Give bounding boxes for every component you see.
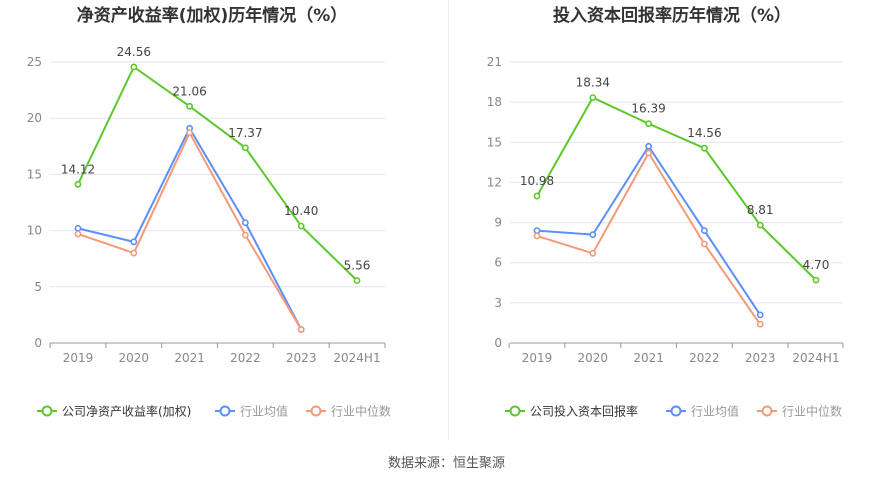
x-tick-label: 2024H1 [792, 351, 839, 365]
data-label: 14.56 [687, 126, 721, 140]
data-point [645, 149, 652, 157]
chart-divider [448, 0, 449, 440]
data-point [589, 94, 597, 101]
data-point [186, 129, 193, 137]
legend-marker [670, 405, 682, 417]
x-tick-label: 2024H1 [333, 351, 380, 365]
legend-item: 行业均值 [666, 404, 739, 419]
data-label: 24.56 [117, 45, 151, 59]
legend-item: 行业中位数 [757, 404, 842, 419]
data-point [130, 238, 138, 246]
data-label: 14.12 [61, 162, 95, 176]
data-point [756, 320, 764, 328]
chart-title: 投入资本回报率历年情况（%） [553, 5, 791, 26]
legend-label: 行业中位数 [782, 404, 842, 419]
data-point [186, 102, 193, 110]
legend-marker [219, 405, 231, 417]
data-point [130, 249, 138, 257]
data-point [645, 120, 652, 128]
data-label: 5.56 [344, 259, 371, 273]
legend-label: 行业中位数 [331, 404, 391, 419]
x-tick-label: 2019 [522, 351, 553, 365]
x-tick-label: 2023 [745, 351, 776, 365]
data-point [701, 240, 708, 248]
y-tick-label: 18 [487, 95, 502, 109]
x-tick-label: 2021 [633, 351, 664, 365]
data-point [241, 231, 249, 239]
series-line [77, 65, 358, 282]
series-line [536, 144, 762, 316]
data-point [756, 221, 764, 229]
data-point [645, 142, 652, 150]
data-point [589, 249, 597, 257]
y-tick-label: 5 [34, 280, 42, 294]
legend-marker [509, 405, 521, 417]
chart-title: 净资产收益率(加权)历年情况（%） [77, 5, 348, 26]
legend-marker [310, 405, 322, 417]
data-point [533, 192, 541, 200]
y-tick-label: 10 [27, 224, 42, 238]
y-tick-label: 3 [494, 296, 502, 310]
y-tick-label: 6 [494, 256, 502, 270]
data-point [533, 227, 541, 234]
data-point [812, 276, 820, 284]
data-point [701, 227, 708, 234]
data-label: 10.40 [284, 204, 318, 218]
data-point [297, 326, 305, 333]
data-label: 21.06 [172, 84, 206, 98]
series-line [77, 126, 303, 330]
y-tick-label: 15 [27, 167, 42, 181]
legend-item: 公司投入资本回报率 [505, 404, 638, 419]
y-tick-label: 0 [494, 336, 502, 350]
x-tick-label: 2022 [230, 351, 261, 365]
y-tick-label: 15 [487, 135, 502, 149]
data-label: 18.34 [576, 76, 610, 90]
data-point [589, 231, 597, 239]
data-label: 10.98 [520, 174, 554, 188]
legend-marker [41, 405, 53, 417]
data-point [297, 222, 305, 230]
x-tick-label: 2019 [63, 351, 94, 365]
y-tick-label: 25 [27, 55, 42, 69]
data-point [74, 224, 82, 232]
chart-2: 投入资本回报率历年情况（%） 0 3 6 9 12 15 18 21 2019 2020 2021 20… [487, 5, 844, 419]
data-label: 17.37 [228, 126, 262, 140]
data-label: 16.39 [631, 102, 665, 116]
y-tick-label: 12 [487, 175, 502, 189]
data-label: 8.81 [747, 203, 774, 217]
data-point [353, 277, 361, 284]
data-point [74, 180, 82, 188]
legend-label: 行业均值 [240, 404, 288, 419]
data-point [130, 63, 138, 71]
series-line [77, 130, 303, 331]
data-point [756, 311, 764, 319]
y-tick-label: 0 [34, 336, 42, 350]
data-point [701, 144, 708, 152]
data-point [241, 144, 249, 152]
data-label: 4.70 [803, 258, 830, 272]
x-tick-label: 2021 [174, 351, 205, 365]
y-tick-label: 20 [27, 111, 42, 125]
legend-item: 行业中位数 [306, 404, 391, 419]
x-tick-label: 2023 [286, 351, 317, 365]
legend-label: 行业均值 [691, 404, 739, 419]
data-point [533, 232, 541, 240]
legend-label: 公司投入资本回报率 [530, 404, 638, 419]
legend-item: 公司净资产收益率(加权) [37, 404, 191, 419]
data-point [241, 219, 249, 227]
x-tick-label: 2020 [119, 351, 150, 365]
legend-item: 行业均值 [215, 404, 288, 419]
y-tick-label: 9 [494, 216, 502, 230]
chart-1: 净资产收益率(加权)历年情况（%） 0 5 10 15 20 25 2019 2020 2021 2… [27, 5, 391, 419]
x-tick-label: 2022 [689, 351, 720, 365]
legend-marker [761, 405, 773, 417]
y-tick-label: 21 [487, 55, 502, 69]
x-tick-label: 2020 [578, 351, 609, 365]
data-source-label: 数据来源：恒生聚源 [387, 456, 505, 471]
series-line [536, 96, 817, 281]
data-point [74, 230, 82, 238]
legend-label: 公司净资产收益率(加权) [62, 404, 191, 419]
